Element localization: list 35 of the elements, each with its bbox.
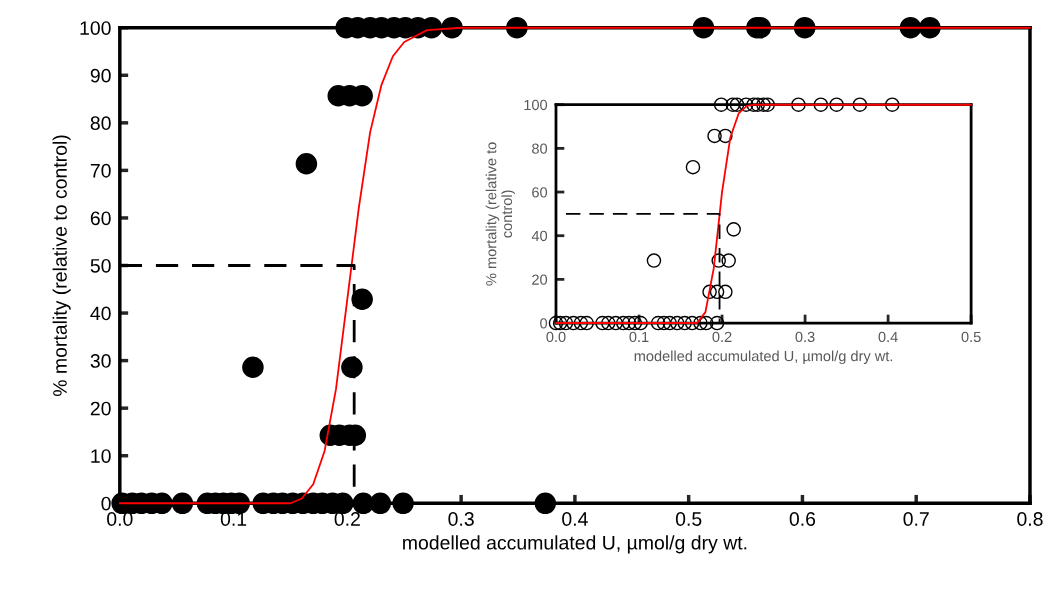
y-tick-label: 40 bbox=[90, 306, 111, 321]
x-tick-label: 0.2 bbox=[334, 512, 360, 526]
x-tick-label: 0.4 bbox=[562, 512, 588, 526]
y-tick-label: 70 bbox=[90, 163, 111, 178]
y-tick-label: 60 bbox=[532, 187, 548, 198]
y-tick-label: 90 bbox=[90, 68, 111, 83]
y-tick-label: 10 bbox=[91, 449, 111, 463]
y-axis-title: % mortality (relative to control) bbox=[52, 135, 71, 397]
x-tick-label: 0.7 bbox=[903, 512, 929, 526]
x-tick-label: 0.2 bbox=[712, 331, 732, 343]
y-tick-label: 20 bbox=[90, 401, 111, 416]
x-tick-label: 0.3 bbox=[448, 512, 474, 526]
y-tick-label: 80 bbox=[532, 143, 548, 154]
x-tick-label: 0.5 bbox=[961, 331, 981, 343]
y-tick-label: 30 bbox=[90, 354, 111, 368]
y-tick-label: 0 bbox=[540, 318, 548, 329]
x-tick-label: 0.6 bbox=[789, 512, 816, 526]
x-tick-label: 0.3 bbox=[795, 331, 815, 343]
x-tick-label: 0.0 bbox=[546, 331, 566, 343]
y-tick-label: 0 bbox=[101, 496, 111, 511]
x-axis-title: modelled accumulated U, µmol/g dry wt. bbox=[403, 535, 747, 554]
y-tick-label: 40 bbox=[531, 230, 548, 242]
x-tick-label: 0.0 bbox=[107, 512, 133, 526]
x-tick-label: 0.1 bbox=[629, 331, 649, 343]
y-tick-label: 20 bbox=[532, 274, 548, 285]
x-tick-label: 0.4 bbox=[878, 331, 898, 343]
x-axis-title: modelled accumulated U, µmol/g dry wt. bbox=[634, 350, 893, 365]
y-tick-label: 50 bbox=[90, 258, 111, 273]
x-tick-label: 0.8 bbox=[1017, 512, 1043, 526]
y-axis-title: % mortality (relative to control) bbox=[485, 142, 515, 286]
y-tick-label: 100 bbox=[524, 99, 548, 111]
y-tick-label: 80 bbox=[90, 116, 111, 131]
y-tick-label: 100 bbox=[80, 21, 111, 35]
y-tick-label: 60 bbox=[90, 211, 111, 226]
x-tick-label: 0.5 bbox=[675, 512, 702, 526]
